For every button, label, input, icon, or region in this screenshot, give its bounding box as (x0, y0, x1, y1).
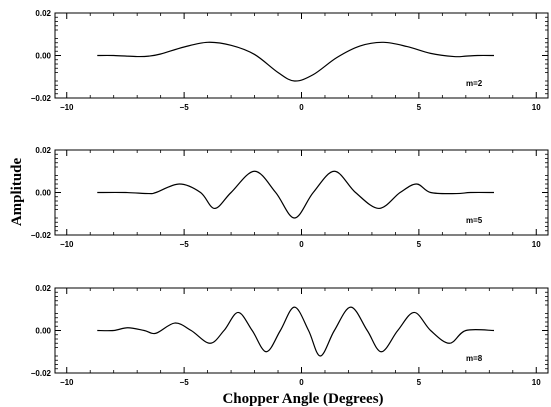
y-tick-label: 0.00 (35, 189, 51, 198)
y-tick-label: −0.02 (31, 94, 52, 103)
x-tick-label: −5 (180, 240, 190, 249)
x-tick-label: 5 (417, 378, 422, 387)
x-tick-label: 10 (532, 240, 541, 249)
x-tick-label: 5 (417, 103, 422, 112)
y-tick-label: 0.02 (35, 284, 51, 293)
x-tick-label: −10 (60, 103, 74, 112)
x-tick-label: 0 (299, 378, 304, 387)
x-tick-label: 0 (299, 240, 304, 249)
y-tick-label: −0.02 (31, 369, 52, 378)
x-tick-label: 5 (417, 240, 422, 249)
panel-3: −10 −5 0 5 10 −0.02 0.00 0.02 m=8 (31, 284, 549, 387)
x-axis-title: Chopper Angle (Degrees) (222, 391, 383, 407)
x-tick-label: 10 (532, 103, 541, 112)
series-line-m=5 (97, 170, 495, 219)
x-tick-label: 0 (299, 103, 304, 112)
x-tick-label: 10 (532, 378, 541, 387)
y-axis-title: Amplitude (9, 157, 25, 226)
y-tick-label: 0.02 (35, 9, 51, 18)
panel-1: −10 −5 0 5 10 −0.02 0.00 0.02 m=2 (31, 9, 549, 112)
series-line-m=8 (97, 306, 495, 357)
x-tick-label: −5 (180, 378, 190, 387)
x-tick-label: −10 (60, 240, 74, 249)
x-tick-label: −5 (180, 103, 190, 112)
panel-2: −10 −5 0 5 10 −0.02 0.00 0.02 m=5 (31, 146, 549, 249)
panel-label: m=5 (466, 216, 483, 225)
panel-label: m=2 (466, 79, 483, 88)
series-line-m=2 (97, 41, 495, 82)
y-tick-label: 0.00 (35, 52, 51, 61)
y-tick-label: −0.02 (31, 231, 52, 240)
y-tick-label: 0.00 (35, 327, 51, 336)
panels-layer: −10 −5 0 5 10 −0.02 0.00 0.02 m=2 −10 −5 0 5 10 −0.02 0… (31, 9, 549, 387)
y-tick-label: 0.02 (35, 146, 51, 155)
x-tick-label: −10 (60, 378, 74, 387)
panel-label: m=8 (466, 354, 483, 363)
